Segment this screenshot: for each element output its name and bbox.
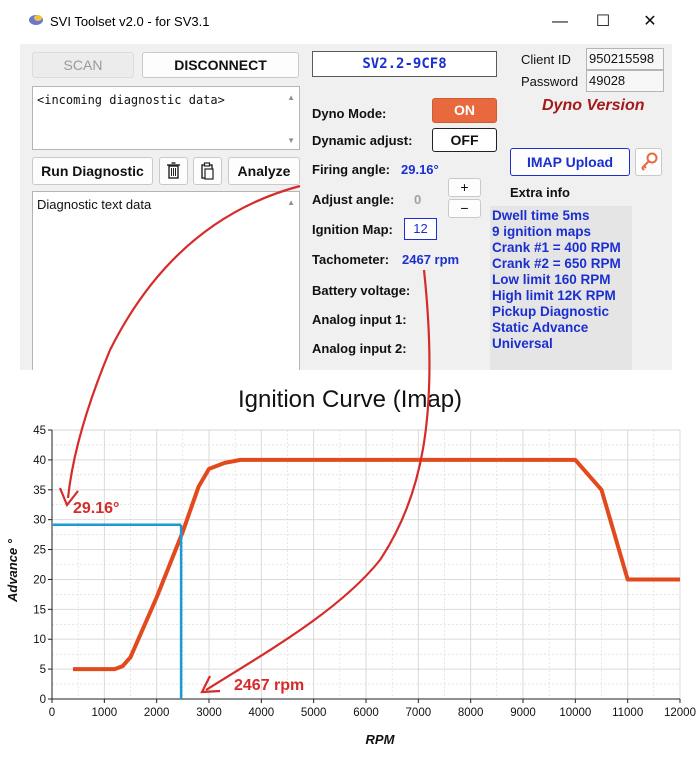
x-tick-label: 6000 [353, 707, 379, 719]
adjust-angle-label: Adjust angle: [312, 192, 395, 207]
arrow-rpm [205, 269, 431, 691]
chart-series [72, 457, 680, 672]
chart-axes [48, 429, 681, 703]
y-tick-label: 5 [40, 664, 46, 676]
x-tick-label: 7000 [406, 707, 432, 719]
info-line: Pickup Diagnostic [492, 304, 610, 319]
info-line: Static Advance [492, 320, 589, 335]
y-tick-label: 15 [33, 604, 46, 616]
firing-angle-value: 29.16° [401, 162, 439, 177]
ignition-map-field[interactable]: 12 [404, 218, 437, 240]
window-title: SVI Toolset v2.0 - for SV3.1 [50, 14, 210, 29]
rpm-annotation: 2467 rpm [234, 677, 305, 694]
adjust-angle-value: 0 [414, 192, 422, 207]
imap-upload-button[interactable]: IMAP Upload [510, 148, 630, 176]
maximize-button[interactable]: ☐ [595, 13, 611, 30]
x-tick-label: 1000 [92, 707, 118, 719]
chart-grid [51, 429, 681, 700]
client-id-field[interactable]: 950215598 [586, 48, 664, 70]
y-tick-label: 20 [33, 574, 46, 586]
x-tick-label: 0 [49, 707, 55, 719]
analog-input-2-label: Analog input 2: [312, 341, 407, 356]
x-tick-label: 9000 [510, 707, 536, 719]
y-tick-label: 45 [33, 425, 46, 437]
increase-angle-button[interactable]: + [448, 178, 481, 197]
disconnect-button[interactable]: DISCONNECT [142, 52, 299, 78]
scroll-up-icon[interactable]: ▲ [287, 198, 295, 207]
chart-marker [52, 523, 183, 699]
dynamic-adjust-toggle[interactable]: OFF [432, 128, 497, 152]
chart-title: Ignition Curve (Imap) [237, 386, 463, 413]
ignition-curve-line [72, 457, 680, 672]
extra-info-label: Extra info [510, 185, 570, 200]
title-bar: SVI Toolset v2.0 - for SV3.1 — ☐ ✕ [20, 0, 672, 44]
x-axis-label: RPM [366, 732, 396, 747]
x-tick-label: 12000 [664, 707, 696, 719]
clipboard-icon [201, 162, 214, 180]
diagnostic-output-text: Diagnostic text data [37, 197, 152, 212]
arrow-firing-angle [66, 184, 301, 499]
x-tick-label: 3000 [196, 707, 222, 719]
minimize-button[interactable]: — [552, 13, 568, 30]
info-line: 9 ignition maps [492, 224, 592, 239]
x-tick-label: 4000 [249, 707, 275, 719]
key-button[interactable] [635, 148, 662, 176]
extra-info-panel: Dwell time 5ms 9 ignition maps Crank #1 … [490, 206, 632, 370]
tachometer-value: 2467 rpm [402, 252, 460, 267]
delete-button[interactable] [159, 157, 188, 185]
info-line: Low limit 160 RPM [492, 272, 611, 287]
run-diagnostic-button[interactable]: Run Diagnostic [32, 157, 153, 185]
y-tick-label: 0 [40, 694, 46, 706]
dyno-mode-toggle[interactable]: ON [432, 98, 497, 123]
x-tick-label: 8000 [458, 707, 484, 719]
key-icon [641, 152, 658, 171]
device-id-field: SV2.2-9CF8 [312, 51, 497, 77]
scroll-up-icon[interactable]: ▲ [287, 93, 295, 102]
incoming-data-box[interactable]: <incoming diagnostic data> ▲ ▼ [32, 86, 300, 150]
x-tick-label: 5000 [301, 707, 327, 719]
x-tick-label: 10000 [559, 707, 591, 719]
info-line: Universal [492, 336, 553, 351]
copy-button[interactable] [193, 157, 222, 185]
chart-labels: 0 1000 2000 3000 4000 5000 6000 7000 8000 9000 100… [5, 425, 696, 747]
diagnostic-output-box[interactable]: Diagnostic text data ▲ [32, 191, 300, 370]
info-line: Crank #1 = 400 RPM [492, 240, 621, 255]
y-tick-label: 30 [33, 515, 46, 527]
info-line: High limit 12K RPM [492, 288, 616, 303]
ignition-curve-chart: 0 1000 2000 3000 4000 5000 6000 7000 8000 9000 100… [5, 425, 696, 747]
info-line: Dwell time 5ms [492, 208, 590, 223]
incoming-data-text: <incoming diagnostic data> [37, 93, 225, 107]
password-label: Password [521, 74, 579, 89]
trash-icon [167, 162, 180, 179]
x-tick-label: 2000 [144, 707, 170, 719]
y-axis-label: Advance ° [5, 538, 20, 603]
dynamic-adjust-label: Dynamic adjust: [312, 133, 413, 148]
info-line: Crank #2 = 650 RPM [492, 256, 621, 271]
scan-button[interactable]: SCAN [32, 52, 134, 78]
app-window: SVI Toolset v2.0 - for SV3.1 — ☐ ✕ SCAN … [20, 0, 672, 370]
y-tick-label: 35 [33, 485, 46, 497]
arrow-firing-angle-head [58, 487, 79, 508]
analog-input-1-label: Analog input 1: [312, 312, 407, 327]
firing-angle-label: Firing angle: [312, 162, 390, 177]
dyno-version-label: Dyno Version [542, 97, 645, 114]
decrease-angle-button[interactable]: − [448, 199, 481, 218]
ignition-map-label: Ignition Map: [312, 222, 393, 237]
tachometer-label: Tachometer: [312, 252, 390, 267]
y-tick-label: 40 [33, 455, 46, 467]
firing-angle-annotation: 29.16° [73, 500, 120, 517]
password-field[interactable]: 49028 [586, 70, 664, 92]
app-icon [28, 13, 44, 32]
y-tick-label: 25 [33, 545, 46, 557]
analyze-button[interactable]: Analyze [228, 157, 300, 185]
x-tick-label: 11000 [612, 707, 643, 719]
scroll-down-icon[interactable]: ▼ [287, 136, 295, 145]
close-button[interactable]: ✕ [643, 13, 657, 30]
arrow-rpm-head [200, 675, 221, 694]
client-id-label: Client ID [521, 52, 571, 67]
battery-voltage-label: Battery voltage: [312, 283, 411, 298]
y-tick-label: 10 [33, 634, 46, 646]
dyno-mode-label: Dyno Mode: [312, 106, 387, 121]
